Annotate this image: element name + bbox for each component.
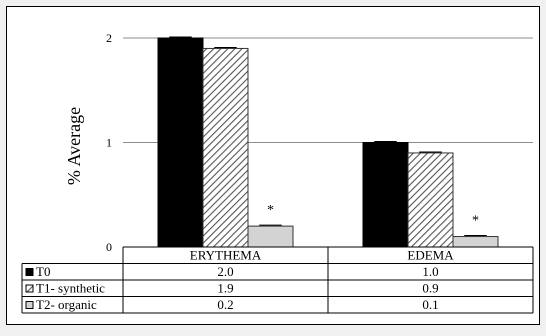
category-label: EDEMA xyxy=(407,248,454,263)
bars xyxy=(157,36,499,248)
category-label: ERYTHEMA xyxy=(190,248,262,263)
y-axis-label: % Average xyxy=(64,107,84,185)
legend-swatch xyxy=(25,268,34,276)
table-value: 0.1 xyxy=(422,297,438,312)
legend-swatch xyxy=(25,284,34,293)
y-tick-label: 2 xyxy=(106,31,112,45)
data-table: ERYTHEMA EDEMA T0 2.0 1.0 T1- synthetic 1.9 0.9… xyxy=(21,246,534,314)
outer-border xyxy=(6,6,540,325)
significance-marker: * xyxy=(267,203,274,218)
bar-t0-edema xyxy=(362,142,409,248)
series-name: T0 xyxy=(36,264,50,279)
bar-t2-organic-erythema xyxy=(247,225,294,248)
table-value: 2.0 xyxy=(217,264,233,279)
table-value: 1.0 xyxy=(422,264,438,279)
bar-t2-organic-edema xyxy=(452,236,499,248)
annotations: ** xyxy=(267,203,479,228)
table-value: 0.9 xyxy=(422,281,438,296)
y-tick-label: 0 xyxy=(106,240,112,254)
significance-marker: * xyxy=(472,214,479,229)
y-tick-label: 1 xyxy=(106,136,112,150)
series-name: T1- synthetic xyxy=(36,281,105,296)
series-name: T2- organic xyxy=(36,297,97,312)
y-tick-labels: 0 1 2 xyxy=(106,31,112,254)
bar-t1-synthetic-erythema xyxy=(202,47,249,248)
table-value: 0.2 xyxy=(217,297,233,312)
bar-t0-erythema xyxy=(157,37,204,248)
bar-t1-synthetic-edema xyxy=(407,152,454,248)
table-value: 1.9 xyxy=(217,281,233,296)
legend-swatch xyxy=(25,301,34,309)
